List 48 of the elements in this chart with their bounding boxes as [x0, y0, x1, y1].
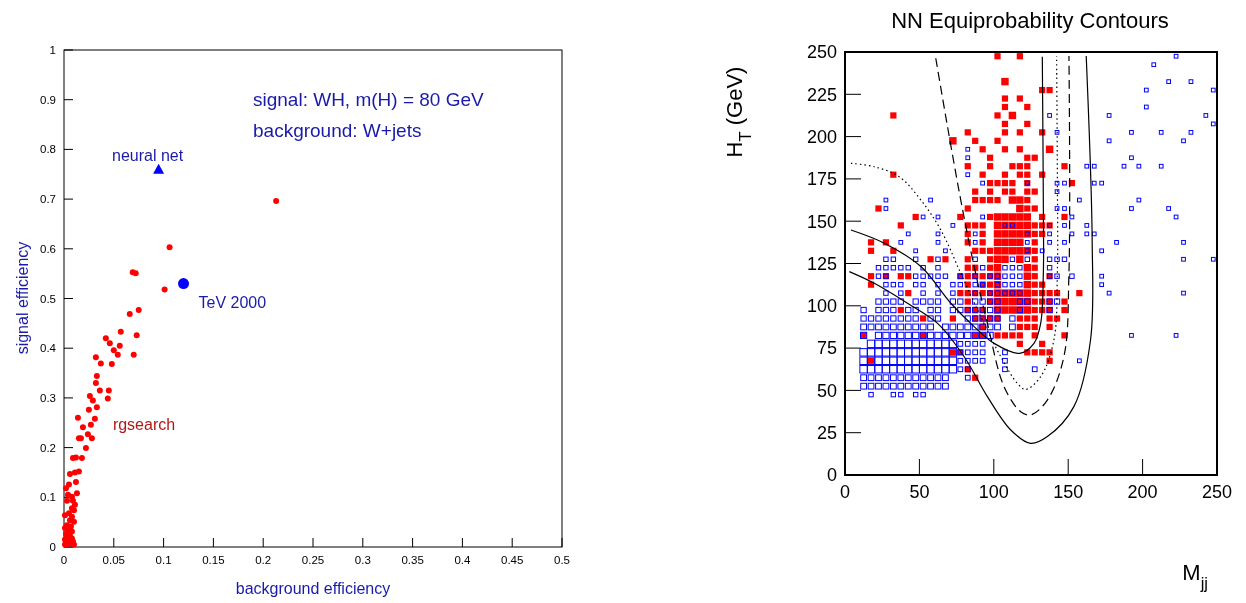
x-tick-label: 200: [1127, 482, 1158, 502]
y-tick-label: 0: [49, 541, 56, 554]
x-tick-label: 0.1: [155, 553, 172, 566]
y-tick-label: 0: [826, 465, 837, 486]
y-tick-label: 75: [816, 338, 837, 359]
annotation: signal: WH, m(H) = 80 GeV: [253, 89, 485, 110]
y-tick-label: 125: [806, 253, 837, 274]
y-tick-label: 0.8: [40, 143, 56, 156]
x-tick-label: 250: [1201, 482, 1233, 502]
y-tick-label: 200: [806, 126, 837, 147]
x-tick-label: 0.05: [102, 553, 125, 566]
line-series: [848, 55, 1094, 444]
series-label: rgsearch: [112, 415, 176, 433]
x-tick-label: 0: [60, 553, 68, 566]
x-tick-label: 0.2: [255, 553, 272, 566]
y-tick-label: 175: [806, 169, 837, 190]
y-tick-label: 0.2: [40, 441, 56, 454]
x-tick-label: 0.35: [401, 553, 424, 566]
y-axis-title: signal efficiency: [14, 241, 31, 355]
y-tick-label: 0.3: [40, 391, 56, 404]
annotation: background: W+jets: [253, 120, 422, 141]
y-tick-label: 100: [806, 296, 837, 317]
x-tick-label: 0.5: [554, 553, 570, 566]
x-tick-label: 0.15: [202, 553, 225, 566]
y-tick-label: 0.7: [40, 193, 56, 206]
y-tick-label: 250: [806, 42, 837, 63]
x-tick-label: 0.3: [354, 553, 371, 566]
x-tick-label: 0.4: [454, 553, 471, 566]
series-label: neural net: [112, 147, 184, 165]
y-tick-label: 225: [806, 84, 837, 105]
x-tick-label: 0.25: [301, 553, 325, 566]
x-tick-label: 0: [839, 482, 851, 502]
y-tick-label: 150: [806, 211, 837, 232]
x-tick-label: 0.45: [501, 553, 524, 566]
y-tick-label: 0.4: [40, 342, 57, 355]
y-tick-label: 50: [816, 380, 837, 401]
y-tick-label: 25: [816, 423, 837, 443]
series-label: TeV 2000: [198, 293, 267, 311]
x-tick-label: 50: [909, 482, 930, 502]
x-tick-label: 100: [978, 482, 1009, 502]
y-tick-label: 0.5: [40, 292, 56, 305]
chart-title: NN Equiprobability Contours: [891, 8, 1169, 33]
x-axis-title: M$_{jj}$: [1182, 560, 1208, 592]
y-tick-label: 1: [49, 44, 56, 57]
x-axis-title: background efficiency: [235, 580, 391, 597]
y-tick-label: 0.6: [40, 242, 56, 255]
x-tick-label: 150: [1053, 482, 1084, 502]
y-tick-label: 0.9: [40, 93, 56, 106]
